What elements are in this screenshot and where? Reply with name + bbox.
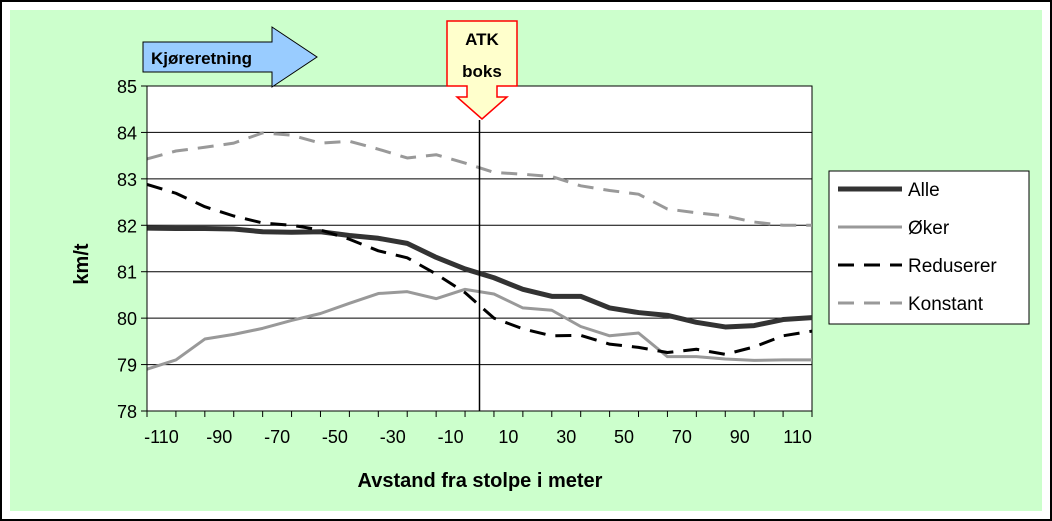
direction-arrow: Kjøreretning bbox=[142, 26, 318, 88]
direction-arrow-shape bbox=[142, 26, 318, 88]
x-axis-title: Avstand fra stolpe i meter bbox=[358, 470, 603, 492]
legend-label: Øker bbox=[908, 218, 950, 239]
legend-label: Reduserer bbox=[908, 256, 997, 277]
legend: Alle Øker Reduserer Konstant bbox=[828, 170, 1030, 325]
y-tick-label: 80 bbox=[117, 309, 137, 329]
y-tick-label: 81 bbox=[117, 263, 137, 283]
legend-box bbox=[828, 170, 1030, 325]
atk-box: ATK boks bbox=[446, 20, 518, 120]
y-tick-label: 78 bbox=[117, 402, 137, 422]
atk-box-line1: ATK bbox=[465, 30, 499, 49]
axis-ticks: 78 79 80 81 82 83 84 85 -110 -90 -70 -50 -30 -10 10 30 5… bbox=[117, 77, 813, 447]
x-tick-label: -50 bbox=[322, 427, 348, 447]
x-tick-label: -30 bbox=[380, 427, 406, 447]
atk-box-line2: boks bbox=[462, 62, 502, 81]
atk-box-shape bbox=[446, 20, 518, 120]
y-tick-label: 79 bbox=[117, 356, 137, 376]
y-tick-label: 82 bbox=[117, 216, 137, 236]
x-tick-label: 30 bbox=[556, 427, 576, 447]
x-tick-label: 90 bbox=[730, 427, 750, 447]
x-tick-label: -10 bbox=[438, 427, 464, 447]
x-tick-label: 110 bbox=[783, 427, 812, 447]
x-tick-label: 10 bbox=[498, 427, 518, 447]
y-tick-label: 84 bbox=[117, 123, 137, 143]
y-tick-label: 83 bbox=[117, 170, 137, 190]
x-tick-label: 70 bbox=[672, 427, 692, 447]
x-tick-label: 50 bbox=[614, 427, 634, 447]
direction-arrow-label: Kjøreretning bbox=[151, 49, 252, 68]
series-line-reduserer bbox=[146, 182, 813, 356]
x-tick-label: -90 bbox=[206, 427, 232, 447]
legend-label: Konstant bbox=[908, 294, 984, 315]
y-axis-title: km/t bbox=[71, 243, 93, 284]
x-tick-label: -70 bbox=[264, 427, 290, 447]
x-tick-label: -110 bbox=[144, 427, 179, 447]
legend-label: Alle bbox=[908, 180, 940, 201]
y-tick-label: 85 bbox=[117, 77, 137, 97]
